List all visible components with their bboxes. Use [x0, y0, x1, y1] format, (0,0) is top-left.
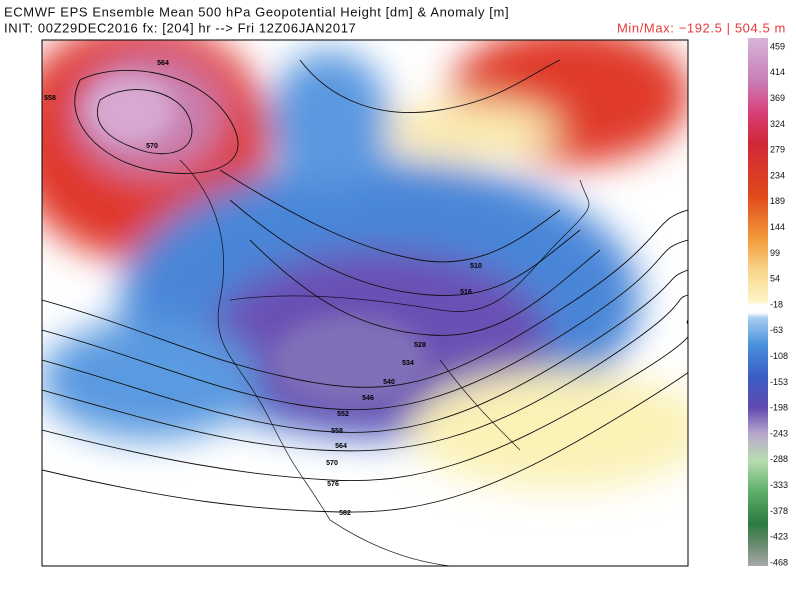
- contour-label: 516: [460, 289, 472, 296]
- colorbar-label: -108: [770, 351, 788, 361]
- colorbar-label: -378: [770, 506, 788, 516]
- contour-label: 546: [362, 395, 374, 402]
- colorbar-label: 324: [770, 119, 785, 129]
- contour-label: 510: [470, 263, 482, 270]
- contour-label: 570: [326, 460, 338, 467]
- colorbar-label: 459: [770, 41, 785, 51]
- colorbar-label: 369: [770, 93, 785, 103]
- colorbar-label: 54: [770, 274, 780, 284]
- contour-label: 570: [146, 143, 158, 150]
- map: [42, 40, 688, 566]
- map-frame: [41, 39, 689, 567]
- colorbar-label: -18: [770, 299, 783, 309]
- colorbar-label: 414: [770, 67, 785, 77]
- contour-label: 564: [157, 60, 169, 67]
- colorbar-label: -153: [770, 377, 788, 387]
- colorbar-label: -333: [770, 480, 788, 490]
- contour-label: 534: [402, 360, 414, 367]
- init-line: INIT: 00Z29DEC2016 fx: [204] hr --> Fri …: [4, 20, 356, 35]
- title: ECMWF EPS Ensemble Mean 500 hPa Geopoten…: [4, 4, 509, 19]
- colorbar: [748, 38, 768, 566]
- colorbar-label: 234: [770, 170, 785, 180]
- colorbar-label: 144: [770, 222, 785, 232]
- colorbar-label: 279: [770, 145, 785, 155]
- contour-label: 564: [335, 443, 347, 450]
- contour-label: 558: [44, 95, 56, 102]
- contour-label: 582: [339, 510, 351, 517]
- contour-label: 552: [337, 411, 349, 418]
- contour-label: 540: [383, 379, 395, 386]
- min-max: Min/Max: −192.5 | 504.5 m: [617, 20, 786, 35]
- colorbar-label: -468: [770, 557, 788, 567]
- colorbar-label: 189: [770, 196, 785, 206]
- colorbar-label: -423: [770, 532, 788, 542]
- colorbar-label: -243: [770, 428, 788, 438]
- colorbar-label: -288: [770, 454, 788, 464]
- contour-label: 528: [414, 342, 426, 349]
- colorbar-label: -63: [770, 325, 783, 335]
- contour-label: 558: [331, 428, 343, 435]
- colorbar-label: 99: [770, 248, 780, 258]
- colorbar-label: -198: [770, 403, 788, 413]
- contour-label: 576: [327, 481, 339, 488]
